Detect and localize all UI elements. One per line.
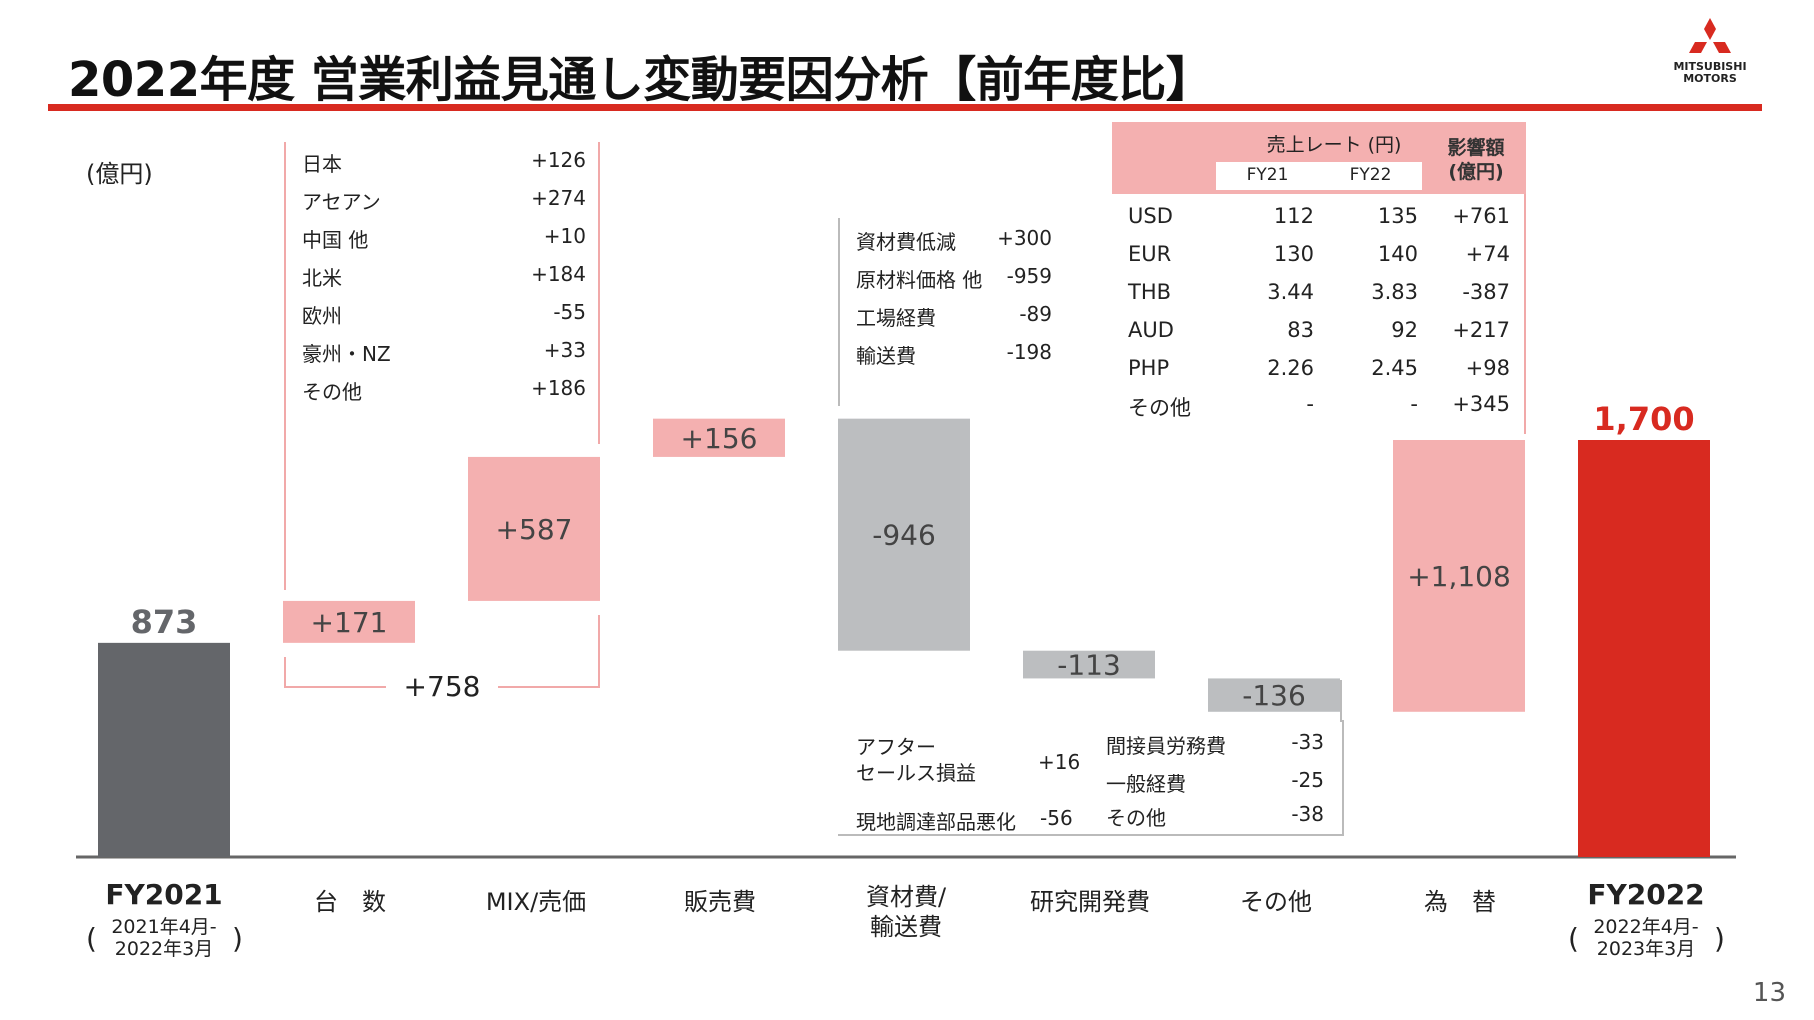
list-item: 資材費低減 +300: [856, 226, 1052, 254]
rd-item1-value: +16: [1038, 750, 1081, 774]
list-item: 一般経費 -25: [1106, 768, 1324, 796]
volume-bracket-right-lower: [598, 615, 600, 687]
page-title: 2022年度 営業利益見通し変動要因分析【前年度比】: [68, 52, 1214, 108]
unit-label: (億円): [86, 160, 153, 188]
list-item: 工場経費 -89: [856, 302, 1052, 330]
page-number: 13: [1752, 978, 1786, 1008]
table-row: EUR 130 140 +74: [1128, 242, 1510, 266]
lower-breakdown-box: [838, 720, 1344, 836]
volume-bracket-left-lower: [284, 657, 286, 687]
bar-2: [468, 456, 600, 601]
period-fy2021: 2021年4月- 2022年3月: [111, 916, 217, 960]
list-item: 間接員労務費 -33: [1106, 730, 1324, 758]
fx-impact-header: 影響額 (億円): [1447, 137, 1505, 183]
list-item: 中国 他 +10: [302, 224, 586, 252]
list-item: 北米 +184: [302, 262, 586, 290]
bar-value-label-2: +587: [496, 513, 573, 546]
bar-value-label-5: -113: [1057, 649, 1121, 682]
bar-value-label-8: 1,700: [1593, 400, 1694, 438]
fx-bracket: [1524, 194, 1526, 434]
material-breakdown: 資材費低減 +300 原材料価格 他 -959 工場経費 -89 輸送費 -198: [856, 226, 1052, 376]
rd-item2-label: 現地調達部品悪化: [856, 810, 1016, 834]
fx-col-fy22: FY22: [1349, 165, 1392, 185]
category-label-fx: 為 替: [1424, 888, 1496, 916]
category-label-fy2021: FY2021: [105, 878, 223, 911]
list-item: 原材料価格 他 -959: [856, 264, 1052, 292]
rd-item1-label: アフター セールス損益: [856, 735, 976, 785]
category-label-mix: MIX/売価: [485, 888, 587, 916]
paren-close-fy2021: ): [232, 922, 243, 955]
bar-4: [838, 418, 970, 651]
subtotal-line-left: [284, 686, 386, 688]
material-bracket: [838, 218, 840, 406]
bar-3: [653, 418, 785, 457]
bar-value-label-3: +156: [681, 422, 758, 455]
fx-subheader: FY21 FY22: [1216, 162, 1422, 190]
list-item: 日本 +126: [302, 148, 586, 176]
other-bracket: [1340, 680, 1342, 722]
bar-6: [1208, 678, 1340, 712]
subtotal-label: +758: [403, 670, 481, 703]
category-label-rd: 研究開発費: [1030, 888, 1150, 916]
list-item: その他 -38: [1106, 802, 1324, 830]
volume-bracket-left: [284, 142, 286, 590]
category-label-units: 台 数: [314, 888, 386, 916]
table-row: USD 112 135 +761: [1128, 204, 1510, 228]
paren-close-fy2022: ): [1714, 922, 1725, 955]
bar-value-label-4: -946: [872, 519, 936, 552]
category-label-sales: 販売費: [684, 888, 756, 916]
category-label-fy2022: FY2022: [1587, 878, 1705, 911]
bar-value-label-0: 873: [131, 603, 198, 641]
fx-rate-header: 売上レート (円): [1266, 134, 1402, 156]
table-row: PHP 2.26 2.45 +98: [1128, 356, 1510, 380]
category-label-other: その他: [1240, 888, 1312, 916]
fx-table-header: 売上レート (円) FY21 FY22 影響額 (億円): [1112, 122, 1526, 194]
bar-8: [1578, 440, 1710, 857]
table-row: AUD 83 92 +217: [1128, 318, 1510, 342]
subtotal-line-right: [498, 686, 600, 688]
rd-item2-value: -56: [1040, 806, 1073, 830]
bar-value-label-1: +171: [311, 606, 388, 639]
logo-line1: MITSUBISHI: [1673, 60, 1746, 73]
bar-group: 873 +171 +587 +156 -946 -113 -136 +1,108 1,700: [98, 400, 1710, 857]
table-row: THB 3.44 3.83 -387: [1128, 280, 1510, 304]
list-item: 豪州・NZ +33: [302, 338, 586, 366]
period-fy2022: 2022年4月- 2023年3月: [1593, 916, 1699, 960]
list-item: 欧州 -55: [302, 300, 586, 328]
bar-7: [1393, 440, 1525, 712]
list-item: その他 +186: [302, 376, 586, 404]
table-row: その他 - - +345: [1128, 392, 1510, 420]
fx-col-fy21: FY21: [1246, 165, 1289, 185]
bar-value-label-6: -136: [1242, 679, 1306, 712]
volume-bracket-right-upper: [598, 142, 600, 444]
bar-value-label-7: +1,108: [1407, 560, 1511, 593]
title-rule: [48, 104, 1762, 111]
bar-5: [1023, 650, 1155, 679]
list-item: アセアン +274: [302, 186, 586, 214]
logo-line2: MOTORS: [1683, 72, 1737, 85]
other-breakdown: 間接員労務費 -33 一般経費 -25 その他 -38: [1106, 730, 1324, 840]
paren-open-fy2021: (: [86, 922, 97, 955]
mitsubishi-logo: MITSUBISHI MOTORS: [1673, 18, 1747, 85]
list-item: 輸送費 -198: [856, 340, 1052, 368]
volume-breakdown: 日本 +126 アセアン +274 中国 他 +10 北米 +184 欧州 -55 豪州・…: [302, 148, 586, 404]
category-label-material: 資材費/ 輸送費: [865, 883, 947, 941]
paren-open-fy2022: (: [1568, 922, 1579, 955]
bar-0: [98, 642, 230, 857]
fx-table-body: USD 112 135 +761 EUR 130 140 +74 THB 3.44 3.83 -3…: [1112, 204, 1526, 440]
bar-1: [283, 600, 415, 643]
